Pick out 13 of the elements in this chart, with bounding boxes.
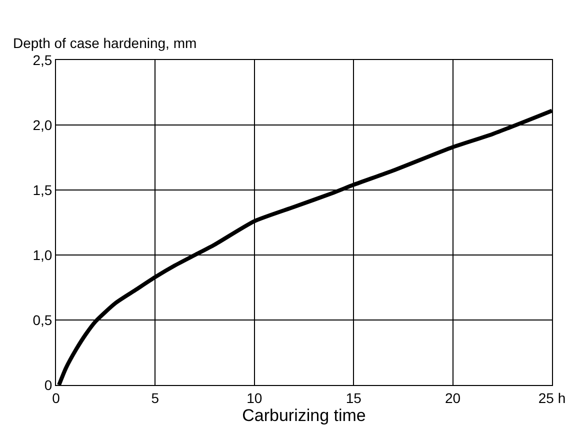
y-tick-label: 0: [44, 376, 52, 393]
y-tick-label: 1,5: [32, 182, 52, 198]
y-tick-label: 2,5: [32, 52, 52, 68]
x-tick-label: 15: [346, 390, 362, 406]
x-tick-label: 25 h: [538, 390, 566, 406]
x-tick-label: 5: [151, 390, 160, 406]
y-tick-label: 2,0: [32, 116, 52, 133]
y-tick-label: 1,0: [32, 246, 52, 263]
y-axis-title: Depth of case hardening, mm: [13, 35, 197, 51]
y-tick-label: 0,5: [32, 312, 52, 328]
x-axis-title: Carburizing time: [242, 406, 366, 426]
x-tick-label: 20: [445, 390, 461, 406]
x-tick-label: 10: [246, 390, 262, 406]
